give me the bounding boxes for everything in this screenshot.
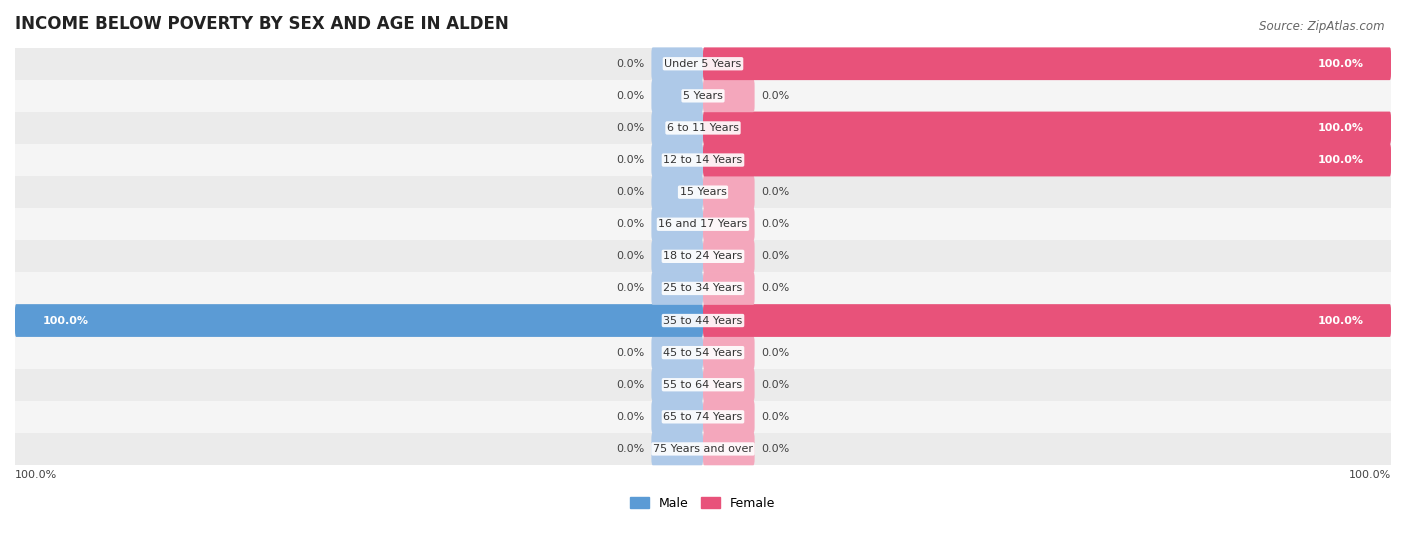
Text: 0.0%: 0.0% <box>616 251 644 261</box>
Text: Source: ZipAtlas.com: Source: ZipAtlas.com <box>1260 20 1385 32</box>
Text: 12 to 14 Years: 12 to 14 Years <box>664 155 742 165</box>
Text: 5 Years: 5 Years <box>683 91 723 101</box>
Text: 16 and 17 Years: 16 and 17 Years <box>658 219 748 229</box>
FancyBboxPatch shape <box>651 336 703 369</box>
Text: 0.0%: 0.0% <box>616 91 644 101</box>
Bar <box>15 401 1391 433</box>
Bar <box>15 336 1391 369</box>
Bar <box>15 305 1391 336</box>
Text: 0.0%: 0.0% <box>616 444 644 454</box>
Text: Under 5 Years: Under 5 Years <box>665 59 741 69</box>
Bar <box>15 80 1391 112</box>
FancyBboxPatch shape <box>651 112 703 145</box>
Text: 0.0%: 0.0% <box>616 59 644 69</box>
Text: 6 to 11 Years: 6 to 11 Years <box>666 123 740 133</box>
Bar <box>15 144 1391 176</box>
FancyBboxPatch shape <box>651 208 703 240</box>
FancyBboxPatch shape <box>703 272 755 305</box>
FancyBboxPatch shape <box>651 240 703 273</box>
FancyBboxPatch shape <box>651 401 703 433</box>
FancyBboxPatch shape <box>703 401 755 433</box>
FancyBboxPatch shape <box>703 143 1391 176</box>
FancyBboxPatch shape <box>15 304 703 337</box>
Text: 18 to 24 Years: 18 to 24 Years <box>664 251 742 261</box>
Bar <box>15 47 1391 80</box>
Bar <box>15 240 1391 272</box>
Text: 0.0%: 0.0% <box>762 251 790 261</box>
Bar <box>15 433 1391 465</box>
Text: 0.0%: 0.0% <box>616 412 644 422</box>
Bar <box>15 369 1391 401</box>
Text: 100.0%: 100.0% <box>15 470 58 480</box>
Text: 35 to 44 Years: 35 to 44 Years <box>664 315 742 325</box>
Text: 0.0%: 0.0% <box>762 91 790 101</box>
FancyBboxPatch shape <box>651 176 703 209</box>
Text: INCOME BELOW POVERTY BY SEX AND AGE IN ALDEN: INCOME BELOW POVERTY BY SEX AND AGE IN A… <box>15 15 509 33</box>
Text: 0.0%: 0.0% <box>762 283 790 294</box>
Text: 0.0%: 0.0% <box>762 348 790 358</box>
Text: 0.0%: 0.0% <box>762 444 790 454</box>
Bar <box>15 112 1391 144</box>
FancyBboxPatch shape <box>703 112 1391 145</box>
FancyBboxPatch shape <box>651 368 703 401</box>
Bar <box>15 208 1391 240</box>
FancyBboxPatch shape <box>651 432 703 465</box>
Text: 100.0%: 100.0% <box>1317 123 1364 133</box>
Text: 0.0%: 0.0% <box>762 187 790 197</box>
Bar <box>15 272 1391 305</box>
FancyBboxPatch shape <box>703 304 1391 337</box>
Text: 15 Years: 15 Years <box>679 187 727 197</box>
Text: 0.0%: 0.0% <box>616 123 644 133</box>
Text: 0.0%: 0.0% <box>616 219 644 229</box>
Text: 45 to 54 Years: 45 to 54 Years <box>664 348 742 358</box>
Text: 55 to 64 Years: 55 to 64 Years <box>664 380 742 389</box>
Text: 100.0%: 100.0% <box>1348 470 1391 480</box>
Text: 0.0%: 0.0% <box>762 219 790 229</box>
Text: 0.0%: 0.0% <box>616 155 644 165</box>
Text: 0.0%: 0.0% <box>616 348 644 358</box>
FancyBboxPatch shape <box>703 176 755 209</box>
Text: 25 to 34 Years: 25 to 34 Years <box>664 283 742 294</box>
FancyBboxPatch shape <box>703 47 1391 80</box>
FancyBboxPatch shape <box>703 79 755 112</box>
FancyBboxPatch shape <box>703 432 755 465</box>
Text: 100.0%: 100.0% <box>1317 315 1364 325</box>
FancyBboxPatch shape <box>703 368 755 401</box>
Text: 0.0%: 0.0% <box>616 283 644 294</box>
Legend: Male, Female: Male, Female <box>626 492 780 515</box>
Text: 0.0%: 0.0% <box>762 380 790 389</box>
Text: 100.0%: 100.0% <box>42 315 89 325</box>
Text: 65 to 74 Years: 65 to 74 Years <box>664 412 742 422</box>
Text: 75 Years and over: 75 Years and over <box>652 444 754 454</box>
Bar <box>15 176 1391 208</box>
Text: 100.0%: 100.0% <box>1317 155 1364 165</box>
FancyBboxPatch shape <box>703 240 755 273</box>
FancyBboxPatch shape <box>651 272 703 305</box>
FancyBboxPatch shape <box>651 79 703 112</box>
FancyBboxPatch shape <box>703 208 755 240</box>
FancyBboxPatch shape <box>651 47 703 80</box>
Text: 0.0%: 0.0% <box>616 380 644 389</box>
FancyBboxPatch shape <box>651 143 703 176</box>
FancyBboxPatch shape <box>703 336 755 369</box>
Text: 0.0%: 0.0% <box>616 187 644 197</box>
Text: 0.0%: 0.0% <box>762 412 790 422</box>
Text: 100.0%: 100.0% <box>1317 59 1364 69</box>
